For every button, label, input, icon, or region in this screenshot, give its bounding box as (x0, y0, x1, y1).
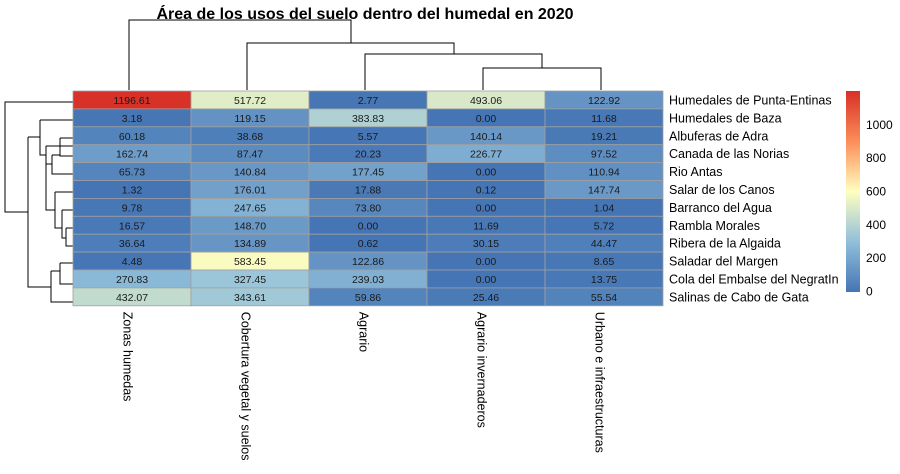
heatmap-cells: 1196.61 517.72 2.77 493.06 122.92 3.18 119.15 3… (72, 90, 664, 307)
cell-value-label: 583.45 (234, 256, 266, 268)
row-label: Rio Antas (669, 165, 723, 179)
cell-value-label: 134.89 (234, 238, 266, 250)
cell-value-label: 4.48 (122, 256, 143, 268)
row-label: Ribera de la Algaida (669, 237, 781, 251)
cell-value-label: 11.68 (591, 113, 617, 125)
row-label: Saladar del Margen (669, 255, 778, 269)
cell-value-label: 432.07 (116, 292, 148, 304)
cell-value-label: 122.92 (588, 95, 620, 107)
cell-value-label: 162.74 (116, 149, 148, 161)
cell-value-label: 226.77 (470, 149, 502, 161)
cell-value-label: 327.45 (234, 274, 266, 286)
cell-value-label: 0.62 (358, 238, 379, 250)
cell-value-label: 1196.61 (113, 95, 150, 107)
cell-value-label: 97.52 (591, 149, 617, 161)
column-label: Urbano e infraestructuras (593, 312, 607, 453)
column-label: Agrario (357, 312, 371, 352)
cell-value-label: 1.32 (122, 184, 143, 196)
cell-value-label: 0.12 (476, 184, 497, 196)
legend-tick-label: 600 (866, 185, 886, 199)
cell-value-label: 16.57 (119, 220, 145, 232)
cell-value-label: 110.94 (588, 167, 619, 179)
row-label: Canada de las Norias (669, 147, 789, 161)
cell-value-label: 0.00 (476, 274, 497, 286)
cell-value-label: 122.86 (352, 256, 384, 268)
row-label: Humedales de Baza (669, 111, 782, 125)
legend-gradient-bar (846, 91, 860, 292)
cell-value-label: 25.46 (473, 292, 499, 304)
column-labels: Zonas humedas Cobertura vegetal y suelos A… (121, 312, 607, 461)
cell-value-label: 147.74 (588, 184, 620, 196)
cell-value-label: 30.15 (473, 238, 499, 250)
cell-value-label: 383.83 (352, 113, 384, 125)
cell-value-label: 20.23 (355, 149, 381, 161)
row-label: Cola del Embalse del NegratIn (669, 272, 839, 286)
heatmap-cell (544, 287, 664, 307)
cell-value-label: 343.61 (234, 292, 266, 304)
row-label: Salinas de Cabo de Gata (669, 290, 809, 304)
cell-value-label: 17.88 (355, 184, 381, 196)
cell-value-label: 140.14 (470, 131, 502, 143)
cell-value-label: 177.45 (352, 167, 384, 179)
color-legend: 0 200 400 600 800 1000 (846, 91, 893, 299)
cell-value-label: 9.78 (122, 202, 143, 214)
cell-value-label: 44.47 (591, 238, 617, 250)
legend-tick-label: 800 (866, 151, 886, 165)
cell-value-label: 1.04 (594, 202, 615, 214)
legend-tick-label: 0 (866, 285, 873, 299)
row-label: Humedales de Punta-Entinas (669, 93, 832, 107)
cell-value-label: 5.57 (358, 131, 379, 143)
cell-value-label: 8.65 (594, 256, 615, 268)
legend-tick-label: 1000 (866, 118, 893, 132)
cell-value-label: 87.47 (237, 149, 263, 161)
cell-value-label: 0.00 (476, 167, 497, 179)
cell-value-label: 19.21 (591, 131, 617, 143)
row-labels: Humedales de Punta-Entinas Humedales de B… (669, 93, 839, 304)
cell-value-label: 148.70 (234, 220, 266, 232)
cell-value-label: 3.18 (122, 113, 143, 125)
cell-value-label: 65.73 (119, 167, 145, 179)
row-dendrogram (4, 101, 73, 303)
cell-value-label: 13.75 (591, 274, 617, 286)
cell-value-label: 239.03 (352, 274, 384, 286)
row-label: Albuferas de Adra (669, 129, 768, 143)
cell-value-label: 0.00 (476, 256, 497, 268)
cell-value-label: 36.64 (119, 238, 145, 250)
cell-value-label: 55.54 (591, 292, 617, 304)
row-label: Salar de los Canos (669, 183, 775, 197)
cell-value-label: 38.68 (237, 131, 263, 143)
cell-value-label: 140.84 (234, 167, 266, 179)
row-label: Barranco del Agua (669, 201, 772, 215)
cell-value-label: 119.15 (234, 113, 265, 125)
cell-value-label: 517.72 (234, 95, 266, 107)
cell-value-label: 493.06 (470, 95, 502, 107)
column-label: Agrario invernaderos (475, 312, 489, 428)
cell-value-label: 59.86 (355, 292, 381, 304)
column-label: Cobertura vegetal y suelos (239, 312, 253, 461)
cell-value-label: 60.18 (119, 131, 145, 143)
cell-value-label: 247.65 (234, 202, 266, 214)
column-dendrogram (128, 19, 602, 90)
cell-value-label: 5.72 (594, 220, 615, 232)
cell-value-label: 73.80 (355, 202, 381, 214)
column-label: Zonas humedas (121, 312, 135, 402)
cell-value-label: 176.01 (234, 184, 266, 196)
legend-tick-label: 200 (866, 251, 886, 265)
cell-value-label: 0.00 (476, 113, 497, 125)
cell-value-label: 270.83 (116, 274, 148, 286)
chart-title: Área de los usos del suelo dentro del hu… (156, 4, 573, 23)
row-label: Rambla Morales (669, 219, 760, 233)
legend-tick-label: 400 (866, 218, 886, 232)
cell-value-label: 2.77 (358, 95, 379, 107)
cell-value-label: 0.00 (476, 202, 497, 214)
cell-value-label: 0.00 (358, 220, 379, 232)
cell-value-label: 11.69 (473, 220, 499, 232)
